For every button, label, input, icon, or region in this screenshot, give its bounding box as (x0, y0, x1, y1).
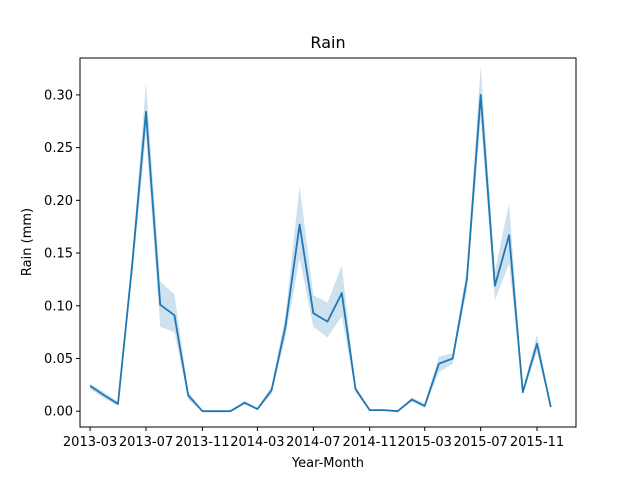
data-point (89, 385, 91, 387)
data-point (229, 410, 231, 412)
y-tick-label: 0.10 (44, 299, 73, 314)
data-point (284, 326, 286, 328)
rain-series-line (89, 94, 552, 413)
x-tick-label: 2015-07 (453, 435, 507, 450)
data-point (131, 263, 133, 265)
data-point (271, 389, 273, 391)
x-tick-label: 2013-07 (119, 435, 173, 450)
x-tick-label: 2013-03 (63, 435, 117, 450)
data-point (438, 363, 440, 365)
data-point (355, 388, 357, 390)
data-point (424, 405, 426, 407)
data-point (508, 234, 510, 236)
data-point (256, 408, 258, 410)
data-point (480, 94, 482, 96)
plot-area (89, 65, 552, 413)
y-tick-label: 0.25 (44, 141, 73, 156)
data-point (312, 312, 314, 314)
data-point (159, 304, 161, 306)
y-tick-label: 0.00 (44, 405, 73, 420)
data-point (187, 394, 189, 396)
x-tick-label: 2014-11 (343, 435, 397, 450)
data-point (550, 406, 552, 408)
data-point (411, 399, 413, 401)
x-axis: 2013-03 2013-07 2013-11 2014-03 2014-07 2014-… (63, 427, 564, 450)
y-tick-label: 0.30 (44, 88, 73, 103)
data-point (383, 409, 385, 411)
data-point (327, 321, 329, 323)
data-point (244, 402, 246, 404)
x-tick-label: 2015-11 (510, 435, 564, 450)
data-point (173, 314, 175, 316)
chart-title: Rain (310, 33, 345, 52)
plot-frame (79, 57, 577, 428)
x-tick-label: 2013-11 (175, 435, 229, 450)
y-tick-label: 0.15 (44, 247, 73, 262)
data-point (452, 358, 454, 360)
data-point (397, 410, 399, 412)
x-tick-label: 2015-03 (398, 435, 452, 450)
data-point (466, 278, 468, 280)
data-point (494, 285, 496, 287)
data-point (369, 409, 371, 411)
y-tick-label: 0.05 (44, 352, 73, 367)
y-axis-label: Rain (mm) (20, 208, 35, 276)
y-tick-label: 0.20 (44, 194, 73, 209)
y-axis: 0.00 0.05 0.10 0.15 0.20 0.25 0.30 (44, 88, 80, 420)
data-point (117, 403, 119, 405)
data-point (522, 391, 524, 393)
data-point (341, 292, 343, 294)
data-point (215, 410, 217, 412)
x-tick-label: 2014-07 (286, 435, 340, 450)
x-tick-label: 2014-03 (230, 435, 284, 450)
data-point (299, 224, 301, 226)
x-axis-label: Year-Month (291, 456, 364, 471)
data-point (201, 410, 203, 412)
data-point (103, 394, 105, 396)
data-point (536, 343, 538, 345)
data-point (145, 111, 147, 113)
